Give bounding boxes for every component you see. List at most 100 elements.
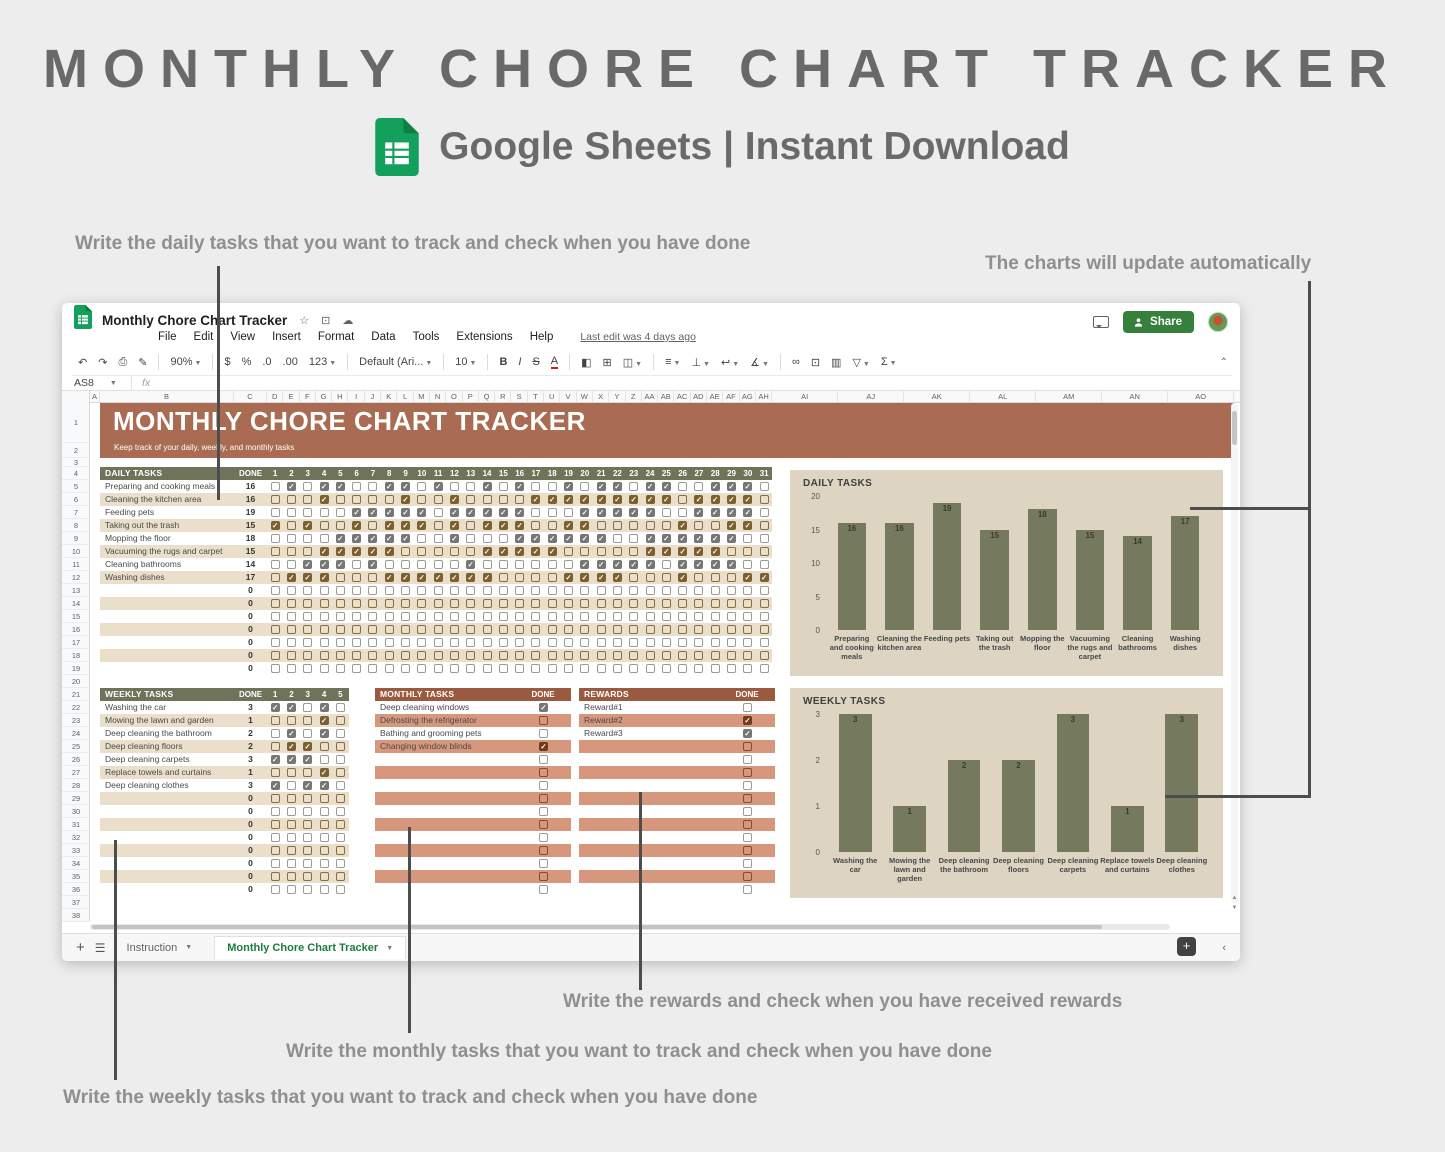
checkbox[interactable] (352, 521, 362, 530)
checkbox[interactable] (384, 521, 394, 530)
checkbox[interactable] (319, 885, 329, 894)
row-header-18[interactable]: 18 (62, 649, 90, 662)
checkbox[interactable] (727, 534, 736, 543)
filter-icon[interactable]: ▽ ▼ (852, 356, 870, 369)
checkbox[interactable] (539, 703, 548, 712)
checkbox[interactable] (368, 508, 378, 517)
checkbox[interactable] (303, 768, 313, 777)
checkbox[interactable] (661, 534, 671, 543)
checkbox[interactable] (710, 547, 720, 556)
checkbox[interactable] (319, 612, 329, 621)
checkbox[interactable] (303, 547, 313, 556)
checkbox[interactable] (352, 560, 362, 569)
checkbox[interactable] (335, 742, 345, 751)
checkbox[interactable] (319, 651, 329, 660)
comment-history-icon[interactable] (1093, 316, 1110, 328)
checkbox[interactable] (286, 755, 296, 764)
checkbox[interactable] (498, 638, 508, 647)
checkbox[interactable] (515, 560, 525, 569)
column-header-W[interactable]: W (577, 391, 593, 402)
checkbox[interactable] (629, 508, 639, 517)
checkbox[interactable] (286, 586, 296, 595)
row-header-33[interactable]: 33 (62, 844, 90, 857)
checkbox[interactable] (547, 625, 557, 634)
checkbox[interactable] (661, 599, 671, 608)
checkbox[interactable] (629, 651, 639, 660)
checkbox[interactable] (645, 625, 655, 634)
checkbox[interactable] (727, 573, 736, 582)
checkbox[interactable] (270, 807, 280, 816)
checkbox[interactable] (678, 521, 688, 530)
checkbox[interactable] (645, 651, 655, 660)
checkbox[interactable] (319, 807, 329, 816)
column-header-AK[interactable]: AK (904, 391, 971, 402)
checkbox[interactable] (710, 482, 720, 491)
checkbox[interactable] (694, 508, 704, 517)
checkbox[interactable] (384, 573, 394, 582)
checkbox[interactable] (678, 638, 688, 647)
checkbox[interactable] (580, 625, 590, 634)
row-header-20[interactable]: 20 (62, 675, 90, 688)
checkbox[interactable] (531, 573, 541, 582)
checkbox[interactable] (482, 534, 492, 543)
column-header-J[interactable]: J (365, 391, 382, 402)
column-header-R[interactable]: R (495, 391, 512, 402)
checkbox[interactable] (547, 534, 557, 543)
checkbox[interactable] (270, 482, 280, 491)
checkbox[interactable] (270, 859, 280, 868)
checkbox[interactable] (319, 768, 329, 777)
checkbox[interactable] (466, 586, 476, 595)
checkbox[interactable] (727, 560, 736, 569)
checkbox[interactable] (710, 625, 720, 634)
insert-comment-icon[interactable]: ⊡ (810, 356, 821, 369)
checkbox[interactable] (433, 586, 443, 595)
checkbox[interactable] (515, 521, 525, 530)
checkbox[interactable] (368, 664, 378, 673)
checkbox[interactable] (531, 508, 541, 517)
checkbox[interactable] (694, 651, 704, 660)
checkbox[interactable] (352, 664, 362, 673)
row-header-29[interactable]: 29 (62, 792, 90, 805)
checkbox[interactable] (401, 560, 410, 569)
checkbox[interactable] (319, 742, 329, 751)
checkbox[interactable] (303, 664, 313, 673)
checkbox[interactable] (466, 612, 476, 621)
checkbox[interactable] (286, 794, 296, 803)
horizontal-scrollbar-thumb[interactable] (92, 925, 1102, 929)
checkbox[interactable] (661, 495, 671, 504)
checkbox[interactable] (612, 547, 622, 556)
checkbox[interactable] (727, 651, 736, 660)
checkbox[interactable] (270, 885, 280, 894)
task-name-cell[interactable]: Reward#2 (584, 715, 623, 725)
checkbox[interactable] (743, 651, 753, 660)
checkbox[interactable] (759, 495, 769, 504)
checkbox[interactable] (368, 495, 378, 504)
checkbox[interactable] (515, 573, 525, 582)
task-name-cell[interactable]: Vacuuming the rugs and carpet (105, 546, 223, 556)
checkbox[interactable] (417, 482, 427, 491)
vertical-scrollbar-thumb[interactable] (1232, 411, 1237, 445)
checkbox[interactable] (335, 716, 345, 725)
checkbox[interactable] (286, 612, 296, 621)
column-header-P[interactable]: P (463, 391, 479, 402)
column-header-M[interactable]: M (414, 391, 430, 402)
checkbox[interactable] (515, 586, 525, 595)
checkbox[interactable] (694, 638, 704, 647)
checkbox[interactable] (286, 820, 296, 829)
checkbox[interactable] (743, 729, 752, 738)
checkbox[interactable] (580, 638, 590, 647)
checkbox[interactable] (417, 625, 427, 634)
checkbox[interactable] (596, 521, 606, 530)
menu-edit[interactable]: Edit (193, 331, 214, 343)
checkbox[interactable] (580, 560, 590, 569)
checkbox[interactable] (596, 482, 606, 491)
checkbox[interactable] (539, 716, 548, 725)
checkbox[interactable] (515, 547, 525, 556)
column-header-D[interactable]: D (267, 391, 284, 402)
checkbox[interactable] (678, 482, 688, 491)
column-header-L[interactable]: L (397, 391, 414, 402)
checkbox[interactable] (580, 508, 590, 517)
task-name-cell[interactable]: Taking out the trash (105, 520, 180, 530)
italic-icon[interactable]: I (518, 356, 522, 368)
checkbox[interactable] (727, 482, 736, 491)
